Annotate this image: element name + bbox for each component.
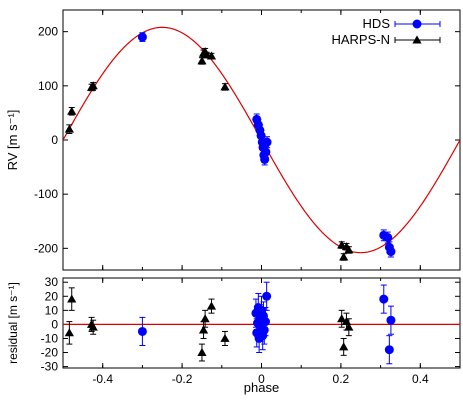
top-series-harps-n — [64, 47, 354, 261]
hds-point — [137, 326, 147, 336]
harps-point — [200, 314, 210, 323]
harps-point — [339, 342, 349, 351]
y-axis-title-bottom: residual [m s⁻¹] — [6, 282, 20, 364]
x-axis-title: phase — [244, 380, 279, 395]
harps-point — [344, 245, 354, 254]
harps-point — [344, 322, 354, 331]
harps-point — [337, 314, 347, 323]
harps-point — [67, 106, 77, 115]
harps-point — [197, 56, 207, 65]
harps-point — [88, 322, 98, 331]
x-tick-label: -0.4 — [92, 372, 113, 386]
bottom-y-tick-label: 20 — [45, 289, 59, 303]
bottom-series-harps-n — [64, 287, 354, 362]
hds-point — [262, 291, 272, 301]
harps-point — [67, 294, 77, 303]
top-y-tick-label: 200 — [38, 25, 58, 39]
bottom-y-tick-label: -20 — [41, 346, 59, 360]
legend-label: HDS — [363, 16, 391, 31]
bottom-series-hds — [137, 281, 396, 365]
hds-point — [262, 137, 272, 147]
hds-point — [137, 32, 147, 42]
y-axis-title-top: RV [m s⁻¹] — [5, 110, 20, 171]
bottom-y-tick-label: 10 — [45, 303, 59, 317]
harps-point — [206, 301, 217, 310]
top-y-tick-label: 0 — [51, 133, 58, 147]
legend-marker — [412, 35, 422, 44]
hds-point — [386, 315, 396, 325]
hds-point — [379, 294, 389, 304]
bottom-y-tick-label: -30 — [41, 360, 59, 374]
top-y-tick-label: -100 — [34, 187, 58, 201]
legend-marker — [412, 19, 422, 29]
harps-point — [220, 82, 230, 91]
harps-point — [197, 347, 207, 356]
top-series-hds — [137, 32, 396, 258]
harps-point — [220, 333, 230, 342]
x-tick-label: 0.2 — [333, 372, 350, 386]
hds-point — [386, 247, 396, 257]
top-y-tick-label: -200 — [34, 241, 58, 255]
legend-label: HARPS-N — [331, 32, 390, 47]
harps-point — [198, 325, 209, 334]
hds-point — [260, 155, 270, 164]
top-axes: -200 -100 0 100 200 — [34, 9, 461, 271]
hds-point — [383, 233, 393, 242]
top-y-tick-label: 100 — [38, 79, 58, 93]
harps-point — [88, 81, 98, 90]
bottom-y-tick-label: 30 — [45, 275, 59, 289]
hds-point — [259, 325, 269, 335]
harps-point — [206, 51, 217, 60]
x-tick-label: 0 — [258, 372, 265, 386]
hds-point — [260, 317, 270, 327]
x-tick-label: 0.4 — [412, 372, 429, 386]
harps-point — [64, 328, 74, 337]
harps-point — [64, 124, 74, 133]
hds-point — [261, 147, 271, 157]
hds-point — [384, 345, 394, 355]
x-tick-label: -0.2 — [172, 372, 193, 386]
harps-point — [339, 252, 349, 261]
bottom-y-tick-label: -10 — [41, 331, 59, 345]
bottom-y-tick-label: 0 — [51, 317, 58, 331]
